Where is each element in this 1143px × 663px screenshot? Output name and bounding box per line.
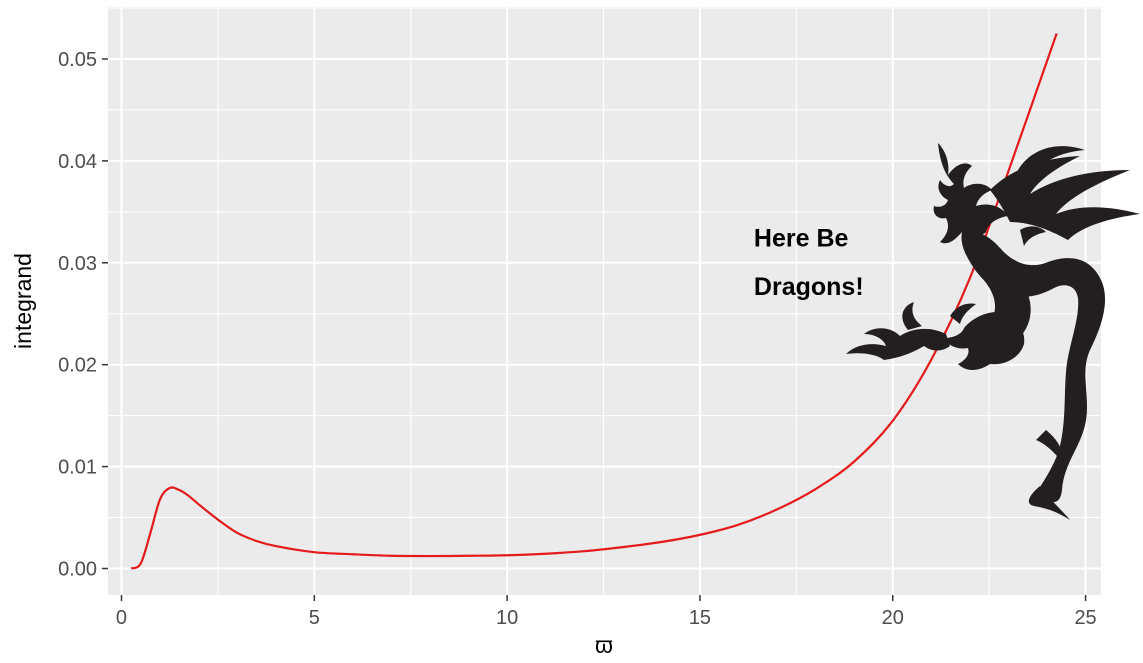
annotation-line-dragons: Dragons! <box>754 273 864 301</box>
panel-background <box>108 7 1101 595</box>
dragon-icon <box>846 143 1140 520</box>
major-gridlines <box>108 7 1101 595</box>
x-axis: 0 5 10 15 20 25 <box>116 595 1097 629</box>
annotation: Here Be Dragons! <box>754 224 864 301</box>
y-tick-label: 0.03 <box>58 253 97 275</box>
y-tick-label: 0.04 <box>58 151 97 173</box>
x-tick-label: 25 <box>1074 607 1096 629</box>
x-axis-title: ϖ <box>595 632 613 658</box>
x-tick-label: 5 <box>309 607 320 629</box>
y-tick-label: 0.01 <box>58 457 97 479</box>
y-axis-title: integrand <box>10 253 36 349</box>
series-layer <box>130 33 1058 570</box>
x-tick-label: 15 <box>689 607 711 629</box>
x-tick-label: 0 <box>116 607 127 629</box>
y-tick-label: 0.00 <box>58 559 97 581</box>
x-tick-label: 10 <box>496 607 518 629</box>
y-axis: 0.00 0.01 0.02 0.03 0.04 0.05 <box>58 49 108 581</box>
y-tick-label: 0.05 <box>58 49 97 71</box>
x-tick-label: 20 <box>882 607 904 629</box>
series-line-integrand <box>130 33 1058 570</box>
annotation-line-here-be: Here Be <box>754 224 849 252</box>
y-tick-label: 0.02 <box>58 355 97 377</box>
